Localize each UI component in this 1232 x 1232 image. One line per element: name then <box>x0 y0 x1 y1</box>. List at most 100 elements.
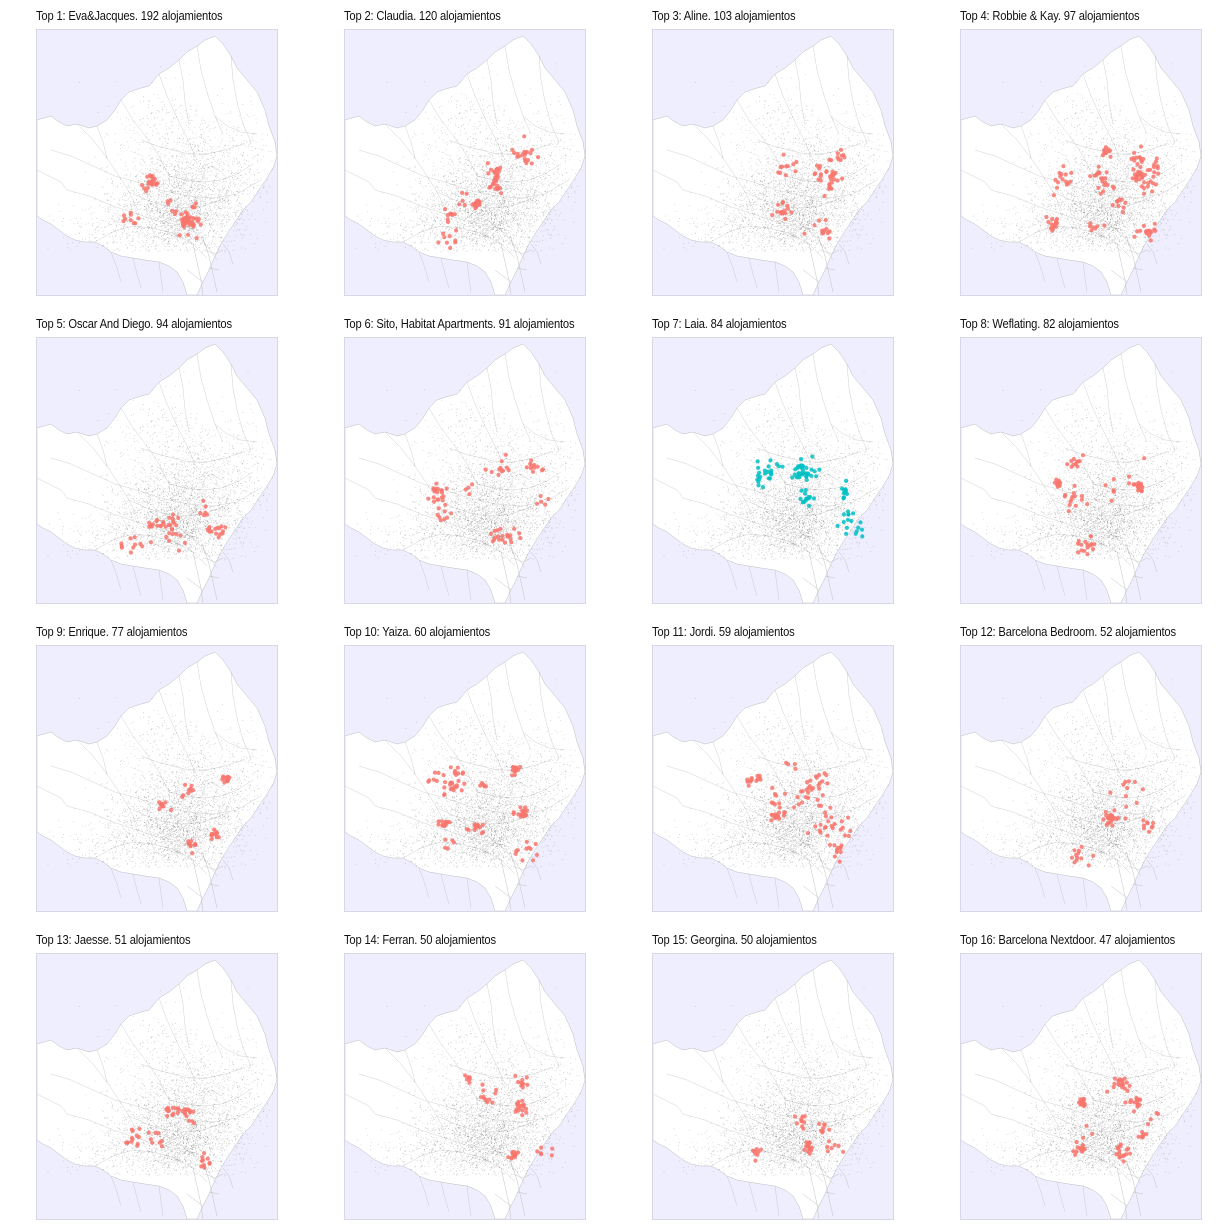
listing-point <box>230 181 232 183</box>
listing-point <box>236 128 238 130</box>
listing-point <box>533 194 535 196</box>
listing-point <box>242 193 244 195</box>
listing-point <box>150 219 152 221</box>
listing-point <box>223 183 225 185</box>
listing-point <box>531 224 533 226</box>
listing-point <box>478 191 480 193</box>
listing-point <box>488 199 490 201</box>
listing-point <box>257 237 258 239</box>
listing-point <box>239 203 241 205</box>
listing-point <box>150 210 152 212</box>
listing-point <box>155 204 157 206</box>
listing-point <box>172 157 174 159</box>
listing-point <box>113 220 115 222</box>
listing-point <box>499 179 501 181</box>
listing-point <box>476 240 478 242</box>
listing-point <box>206 197 208 199</box>
listing-point <box>169 128 171 130</box>
listing-point <box>173 187 174 189</box>
listing-point <box>171 217 173 219</box>
listing-point <box>198 212 200 214</box>
listing-point <box>207 194 209 196</box>
host-listing-point <box>192 205 197 210</box>
listing-point <box>483 226 485 227</box>
listing-point <box>163 225 165 227</box>
listing-point <box>176 207 178 209</box>
listing-point <box>200 243 202 245</box>
listing-point <box>118 219 120 221</box>
listing-point <box>483 228 485 229</box>
listing-point <box>91 233 93 235</box>
listing-point <box>184 179 186 181</box>
listing-point <box>267 172 269 174</box>
listing-point <box>229 194 230 196</box>
listing-point <box>498 236 500 237</box>
listing-point <box>107 165 109 167</box>
listing-point <box>172 176 174 178</box>
listing-point <box>494 212 496 214</box>
listing-point <box>423 232 425 234</box>
listing-point <box>458 196 459 198</box>
listing-point <box>197 205 199 207</box>
listing-point <box>148 210 150 212</box>
listing-point <box>77 220 79 222</box>
listing-point <box>219 218 220 220</box>
listing-point <box>496 220 498 222</box>
listing-point <box>161 191 163 193</box>
listing-point <box>529 226 531 228</box>
host-listing-point <box>177 233 182 238</box>
listing-point <box>270 151 272 153</box>
listing-point <box>171 189 173 191</box>
listing-point <box>142 198 144 200</box>
listing-point <box>498 200 500 202</box>
listing-point <box>166 194 168 196</box>
listing-point <box>136 208 138 210</box>
listing-point <box>525 197 527 199</box>
listing-point <box>194 231 196 233</box>
listing-point <box>233 131 235 133</box>
listing-point <box>449 227 451 229</box>
listing-point <box>198 245 200 247</box>
listing-point <box>499 224 501 226</box>
listing-point <box>163 213 165 215</box>
listing-point <box>500 228 502 230</box>
port-line <box>186 269 204 283</box>
listing-point <box>148 172 150 174</box>
listing-point <box>474 218 476 220</box>
listing-point <box>186 247 188 249</box>
listing-point <box>237 222 239 224</box>
listing-point <box>507 211 509 213</box>
listing-point <box>184 174 186 176</box>
listing-point <box>128 234 130 236</box>
listing-point <box>188 197 190 199</box>
listing-point <box>196 149 198 151</box>
listing-point <box>184 228 186 230</box>
listing-point <box>494 248 496 250</box>
listing-point <box>157 210 159 212</box>
listing-point <box>475 217 477 219</box>
listing-point <box>486 228 488 229</box>
listing-point <box>209 198 211 200</box>
listing-point <box>160 191 162 193</box>
listing-point <box>163 198 165 200</box>
district-boundary <box>436 191 530 209</box>
listing-point <box>260 178 262 180</box>
listing-point <box>172 206 174 208</box>
listing-point <box>492 226 494 228</box>
listing-point <box>145 222 147 224</box>
listing-point <box>245 209 247 211</box>
listing-point <box>250 185 252 186</box>
listing-point <box>165 219 166 221</box>
listing-point <box>108 105 110 107</box>
listing-point <box>218 200 220 202</box>
listing-point <box>192 181 194 183</box>
listing-point <box>233 157 235 159</box>
listing-point <box>148 205 149 207</box>
map-panel: Top 2: Claudia. 120 alojamientos <box>344 8 624 308</box>
listing-point <box>211 213 213 215</box>
listing-point <box>507 223 509 225</box>
listing-point <box>148 250 150 251</box>
listing-point <box>497 211 499 213</box>
listing-point <box>146 212 148 214</box>
listing-point <box>175 170 177 171</box>
